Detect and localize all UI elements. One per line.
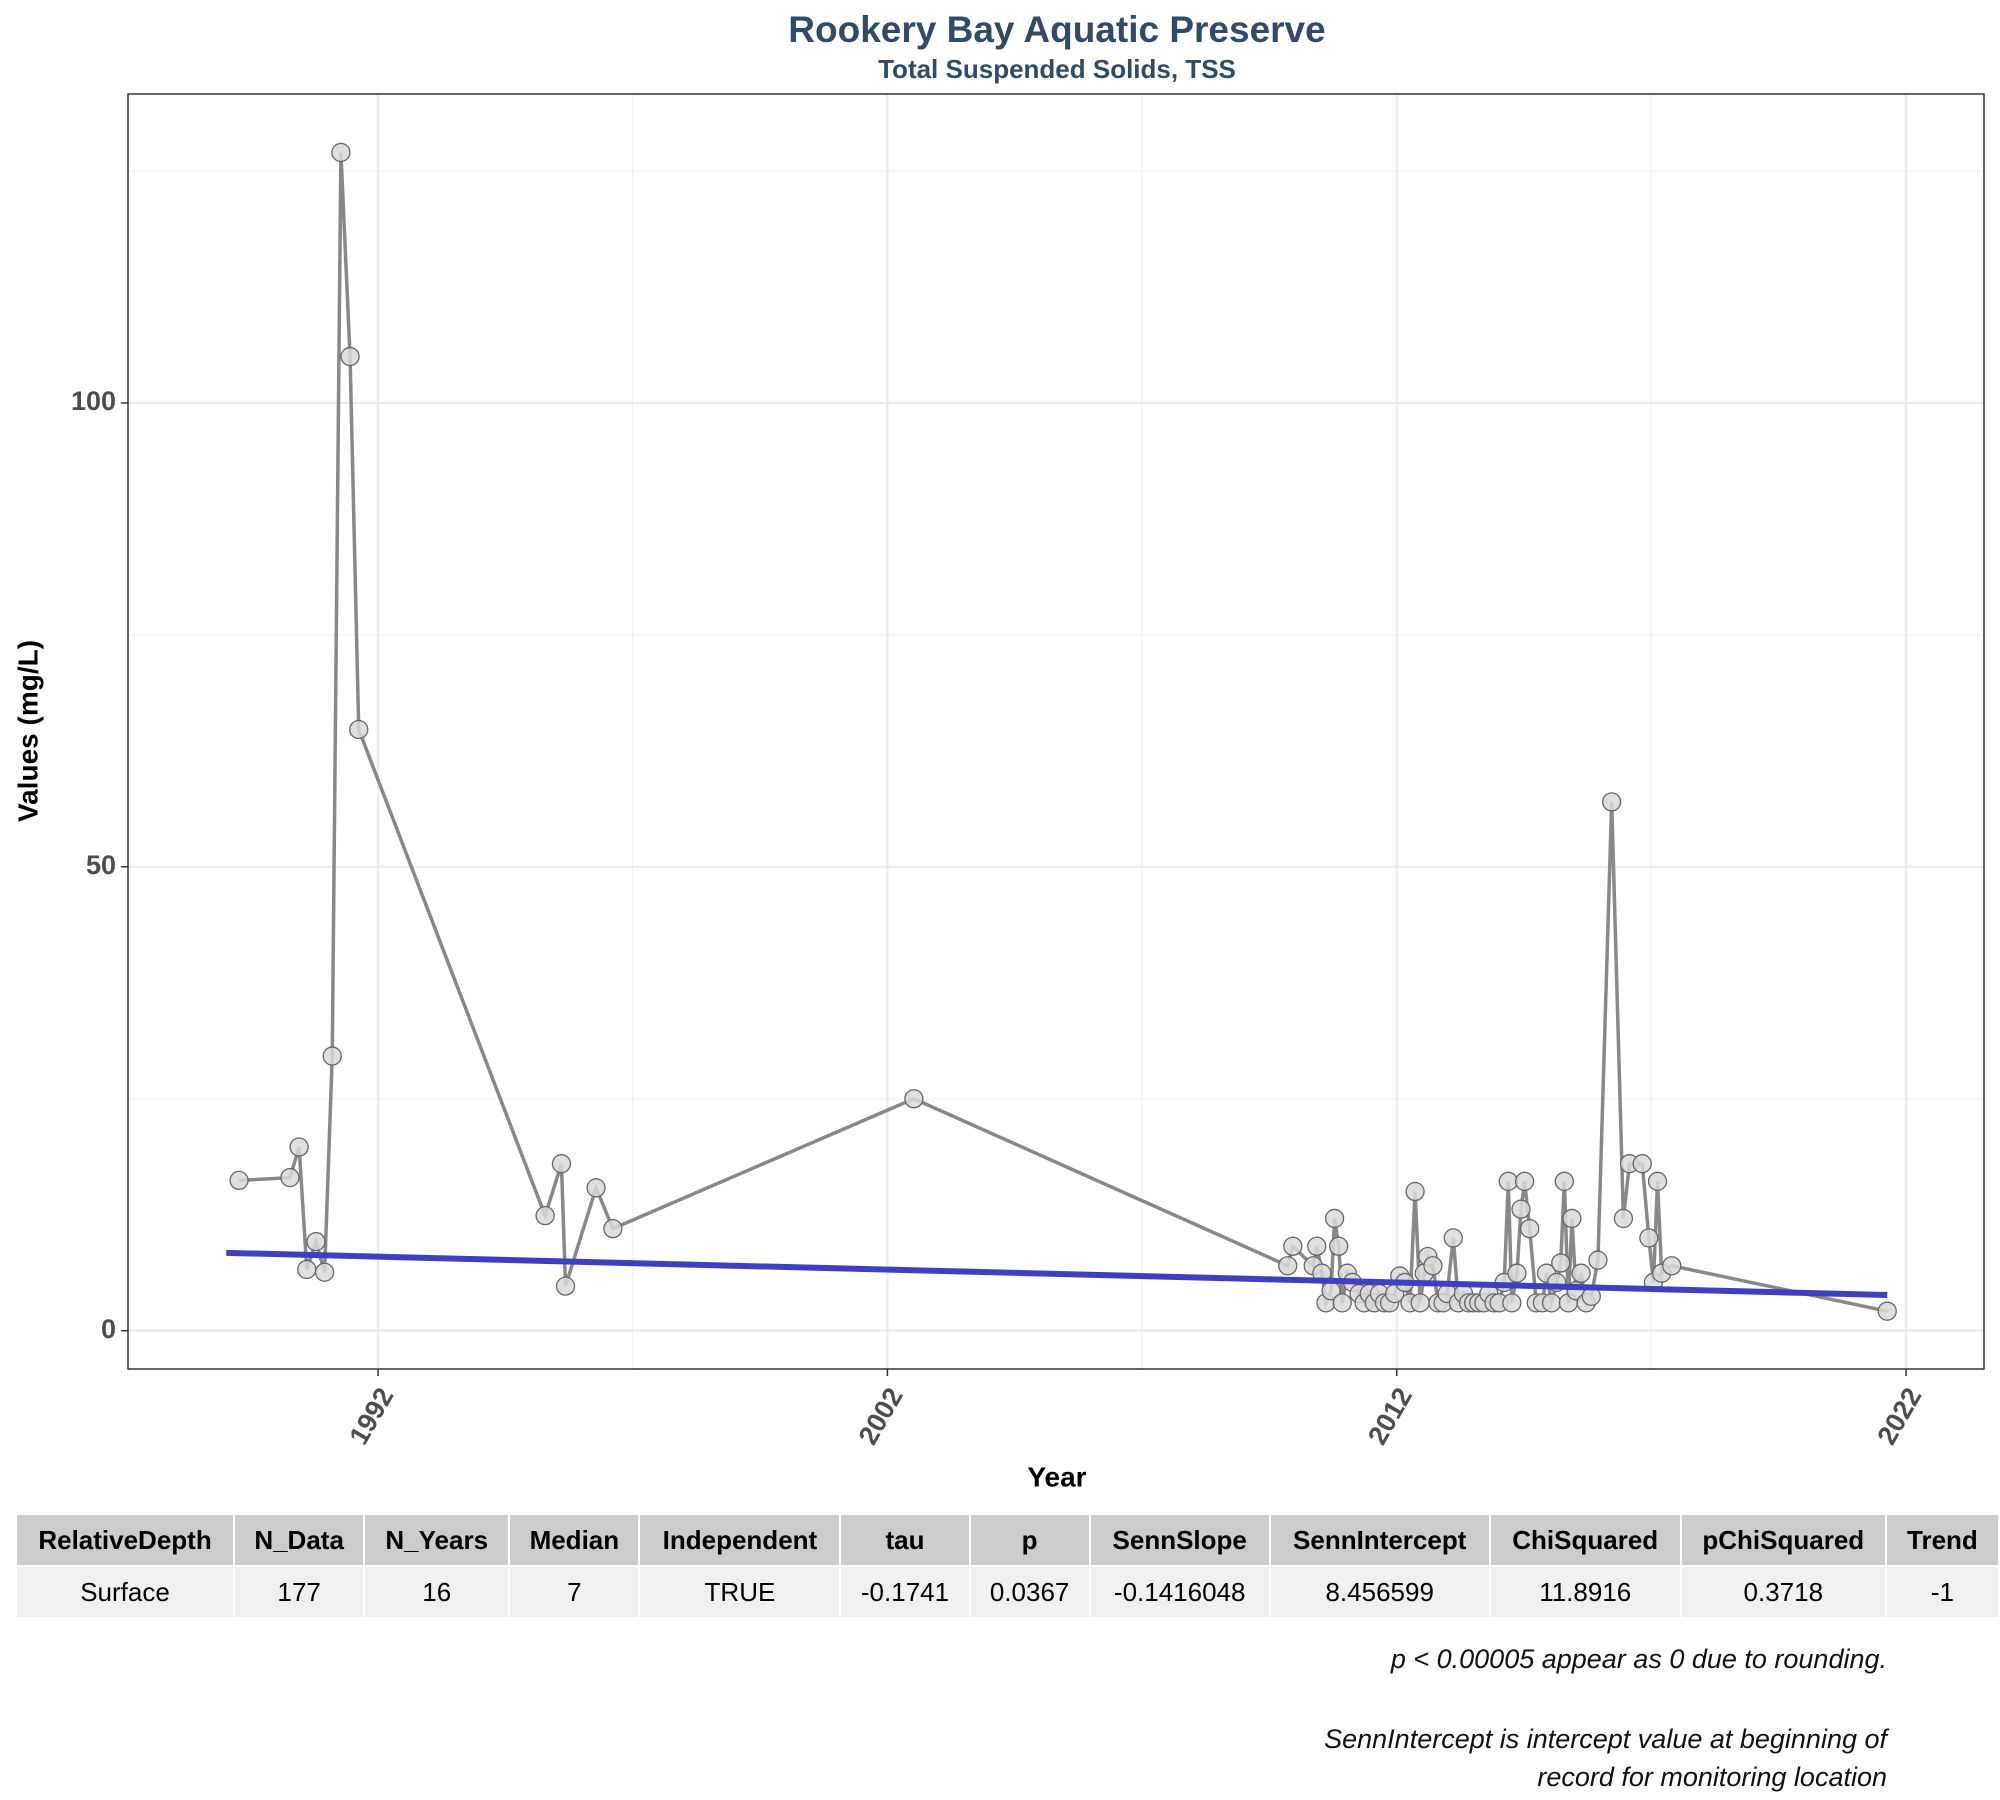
- table-cell: -0.1416048: [1088, 1565, 1271, 1619]
- column-header: Median: [508, 1513, 641, 1567]
- data-point: [1507, 1263, 1527, 1283]
- chart-title: Rookery Bay Aquatic Preserve: [788, 9, 1325, 50]
- data-point: [306, 1231, 326, 1252]
- table-cell: 8.456599: [1268, 1565, 1491, 1619]
- data-point: [1877, 1301, 1897, 1321]
- data-point: [289, 1137, 309, 1157]
- data-point: [340, 346, 360, 367]
- data-point: [1571, 1263, 1591, 1283]
- table-header: RelativeDepth N_Data N_Years Median Independ…: [14, 1513, 2000, 1567]
- column-header: SennSlope: [1088, 1513, 1271, 1567]
- trend-line: [226, 1249, 1888, 1298]
- data-point: [1647, 1171, 1668, 1191]
- y-tick-label: 0: [101, 1314, 116, 1344]
- data-point: [280, 1167, 300, 1188]
- stats-table: RelativeDepth N_Data N_Years Median Independ…: [14, 1513, 2000, 1619]
- table-cell: 7: [508, 1565, 641, 1619]
- data-point: [1602, 792, 1622, 812]
- data-point: [1551, 1253, 1571, 1273]
- y-axis-title: Values (mg/L): [12, 640, 43, 822]
- table-cell: 0.3718: [1679, 1565, 1887, 1619]
- data-point: [1632, 1154, 1652, 1174]
- chart: Rookery Bay Aquatic Preserve Total Suspe…: [12, 9, 1985, 1492]
- data-point: [1307, 1236, 1327, 1256]
- data-point: [1324, 1208, 1345, 1229]
- table-cell: TRUE: [638, 1565, 842, 1619]
- note: p < 0.00005 appear as 0 due to rounding.: [1390, 1644, 1887, 1674]
- table-body: Surface 177 16 7 TRUE -0.1741 0.0367 -0.1416048…: [14, 1565, 2000, 1619]
- data-point: [1588, 1250, 1608, 1270]
- chart-subtitle: Total Suspended Solids, TSS: [878, 54, 1236, 84]
- data-point: [1613, 1208, 1634, 1229]
- data-point: [1329, 1236, 1349, 1256]
- table-cell: -1: [1884, 1565, 2000, 1619]
- table-cell: -0.1741: [839, 1565, 971, 1619]
- column-header: tau: [839, 1513, 971, 1567]
- x-axis-title: Year: [1027, 1461, 1086, 1492]
- table-cell: 11.8916: [1488, 1565, 1682, 1619]
- data-point: [1410, 1293, 1430, 1313]
- data-point: [1562, 1208, 1582, 1229]
- x-tick-label: 2002: [853, 1383, 909, 1450]
- data-point: [1423, 1256, 1443, 1276]
- data-point: [535, 1205, 555, 1226]
- data-point: [603, 1218, 623, 1239]
- x-tick-label: 1992: [343, 1383, 399, 1450]
- data-point: [297, 1259, 317, 1280]
- y-tick-label: 100: [71, 386, 116, 416]
- data-point: [229, 1170, 249, 1191]
- data-point: [314, 1262, 335, 1282]
- data-point: [1283, 1236, 1303, 1256]
- table-cell: 16: [363, 1565, 511, 1619]
- data-point: [349, 719, 369, 740]
- data-point: [586, 1178, 606, 1198]
- data-point: [1662, 1256, 1682, 1276]
- table-cell: 177: [233, 1565, 366, 1619]
- data-point: [551, 1154, 572, 1174]
- column-header: ChiSquared: [1488, 1513, 1682, 1567]
- table-cell: 0.0367: [968, 1565, 1091, 1619]
- x-tick-label: 2012: [1362, 1383, 1418, 1450]
- data-point: [1639, 1228, 1659, 1248]
- column-header: Trend: [1884, 1513, 2000, 1567]
- data-point: [1278, 1256, 1298, 1276]
- data-point: [1502, 1293, 1522, 1313]
- table-cell: Surface: [14, 1565, 236, 1619]
- table-row: Surface 177 16 7 TRUE -0.1741 0.0367 -0.1416048…: [14, 1565, 2000, 1619]
- data-point: [1554, 1171, 1574, 1191]
- note: SennIntercept is intercept value at begi…: [1324, 1724, 1887, 1792]
- data-point: [1498, 1171, 1518, 1191]
- data-point: [1443, 1228, 1463, 1248]
- column-header: RelativeDepth: [14, 1513, 236, 1567]
- data-point: [1514, 1171, 1535, 1191]
- data-point: [1511, 1199, 1531, 1219]
- column-header: SennIntercept: [1268, 1513, 1491, 1567]
- data-point: [1520, 1218, 1540, 1239]
- plot-background: [128, 94, 1984, 1369]
- column-header: N_Data: [233, 1513, 366, 1567]
- column-header: p: [968, 1513, 1091, 1567]
- x-tick-label: 2022: [1871, 1383, 1927, 1450]
- data-point: [322, 1046, 342, 1066]
- data-point: [555, 1276, 576, 1296]
- data-point: [904, 1089, 924, 1109]
- column-header: N_Years: [363, 1513, 511, 1567]
- y-tick-label: 50: [86, 850, 116, 880]
- data-point: [1541, 1293, 1562, 1313]
- data-point: [1405, 1181, 1425, 1202]
- column-header: pChiSquared: [1679, 1513, 1887, 1567]
- plot-border: [127, 93, 1985, 1370]
- data-point: [331, 142, 351, 163]
- column-header: Independent: [638, 1513, 842, 1567]
- data-point: [1332, 1293, 1352, 1313]
